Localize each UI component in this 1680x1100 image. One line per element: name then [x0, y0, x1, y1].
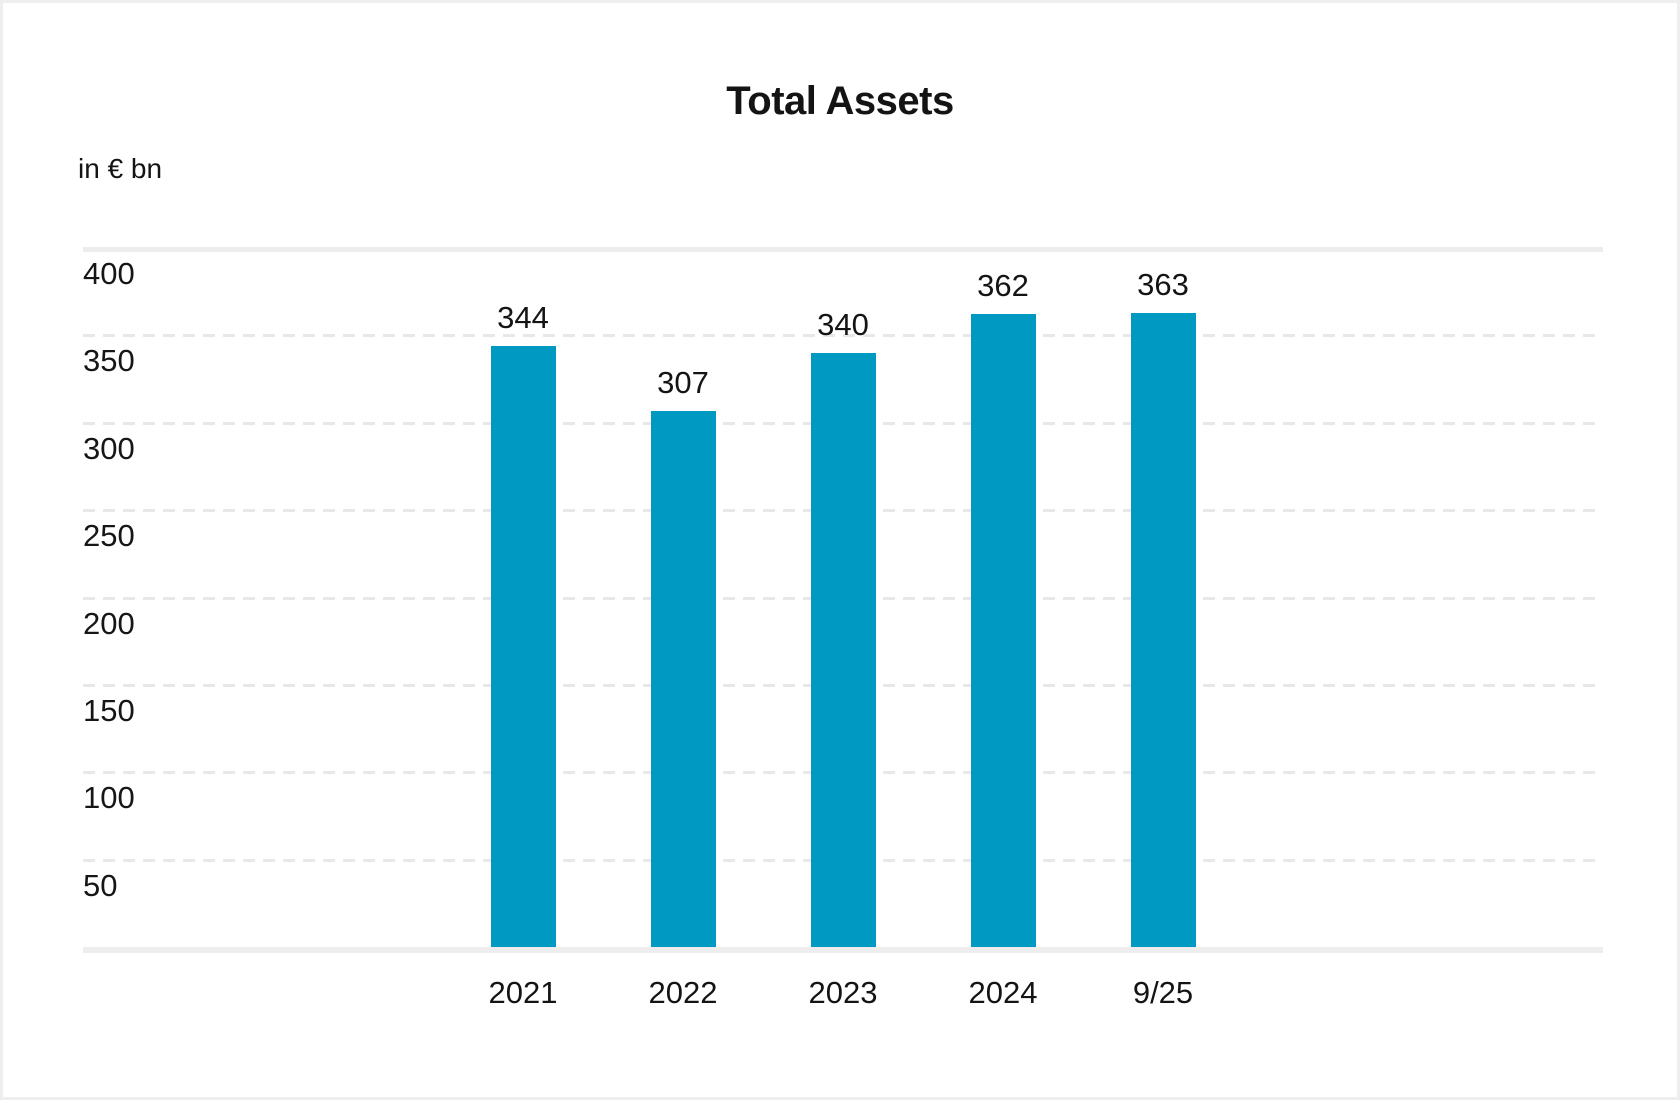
bar-9/25	[1130, 312, 1196, 947]
x-category-label-2024: 2024	[968, 975, 1038, 1010]
chart-title: Total Assets	[726, 79, 954, 123]
y-tick-label-400: 400	[83, 256, 135, 291]
bar-2021	[490, 345, 556, 947]
bar-2022	[650, 410, 716, 947]
bar-value-label-2022: 307	[657, 364, 709, 400]
y-tick-label-50: 50	[83, 867, 118, 903]
y-tick-label-250: 250	[83, 518, 135, 554]
unit-label: in € bn	[78, 153, 163, 184]
y-tick-label-200: 200	[83, 605, 135, 641]
bar-value-label-2024: 362	[977, 268, 1029, 304]
y-tick-label-100: 100	[83, 780, 135, 816]
x-axis-line	[83, 947, 1603, 953]
y-gridline-350	[83, 334, 1603, 338]
bar-2024	[970, 314, 1036, 947]
bar-2023	[810, 352, 876, 947]
x-category-label-2022: 2022	[648, 975, 718, 1010]
x-category-label-2023: 2023	[808, 975, 878, 1010]
plot-area: 50 100 150 200 250 300 350 400 344 2021 307 2022 340…	[3, 3, 1677, 1097]
y-gridline-400	[83, 247, 1603, 252]
bar-value-label-9/25: 363	[1137, 266, 1189, 302]
bar-value-label-2023: 340	[817, 306, 869, 342]
y-tick-label-350: 350	[83, 343, 135, 379]
x-category-label-9/25: 9/25	[1132, 975, 1194, 1010]
bar-value-label-2021: 344	[497, 299, 549, 335]
y-tick-label-300: 300	[83, 430, 135, 466]
y-tick-label-150: 150	[83, 692, 135, 728]
x-category-label-2021: 2021	[488, 975, 558, 1010]
